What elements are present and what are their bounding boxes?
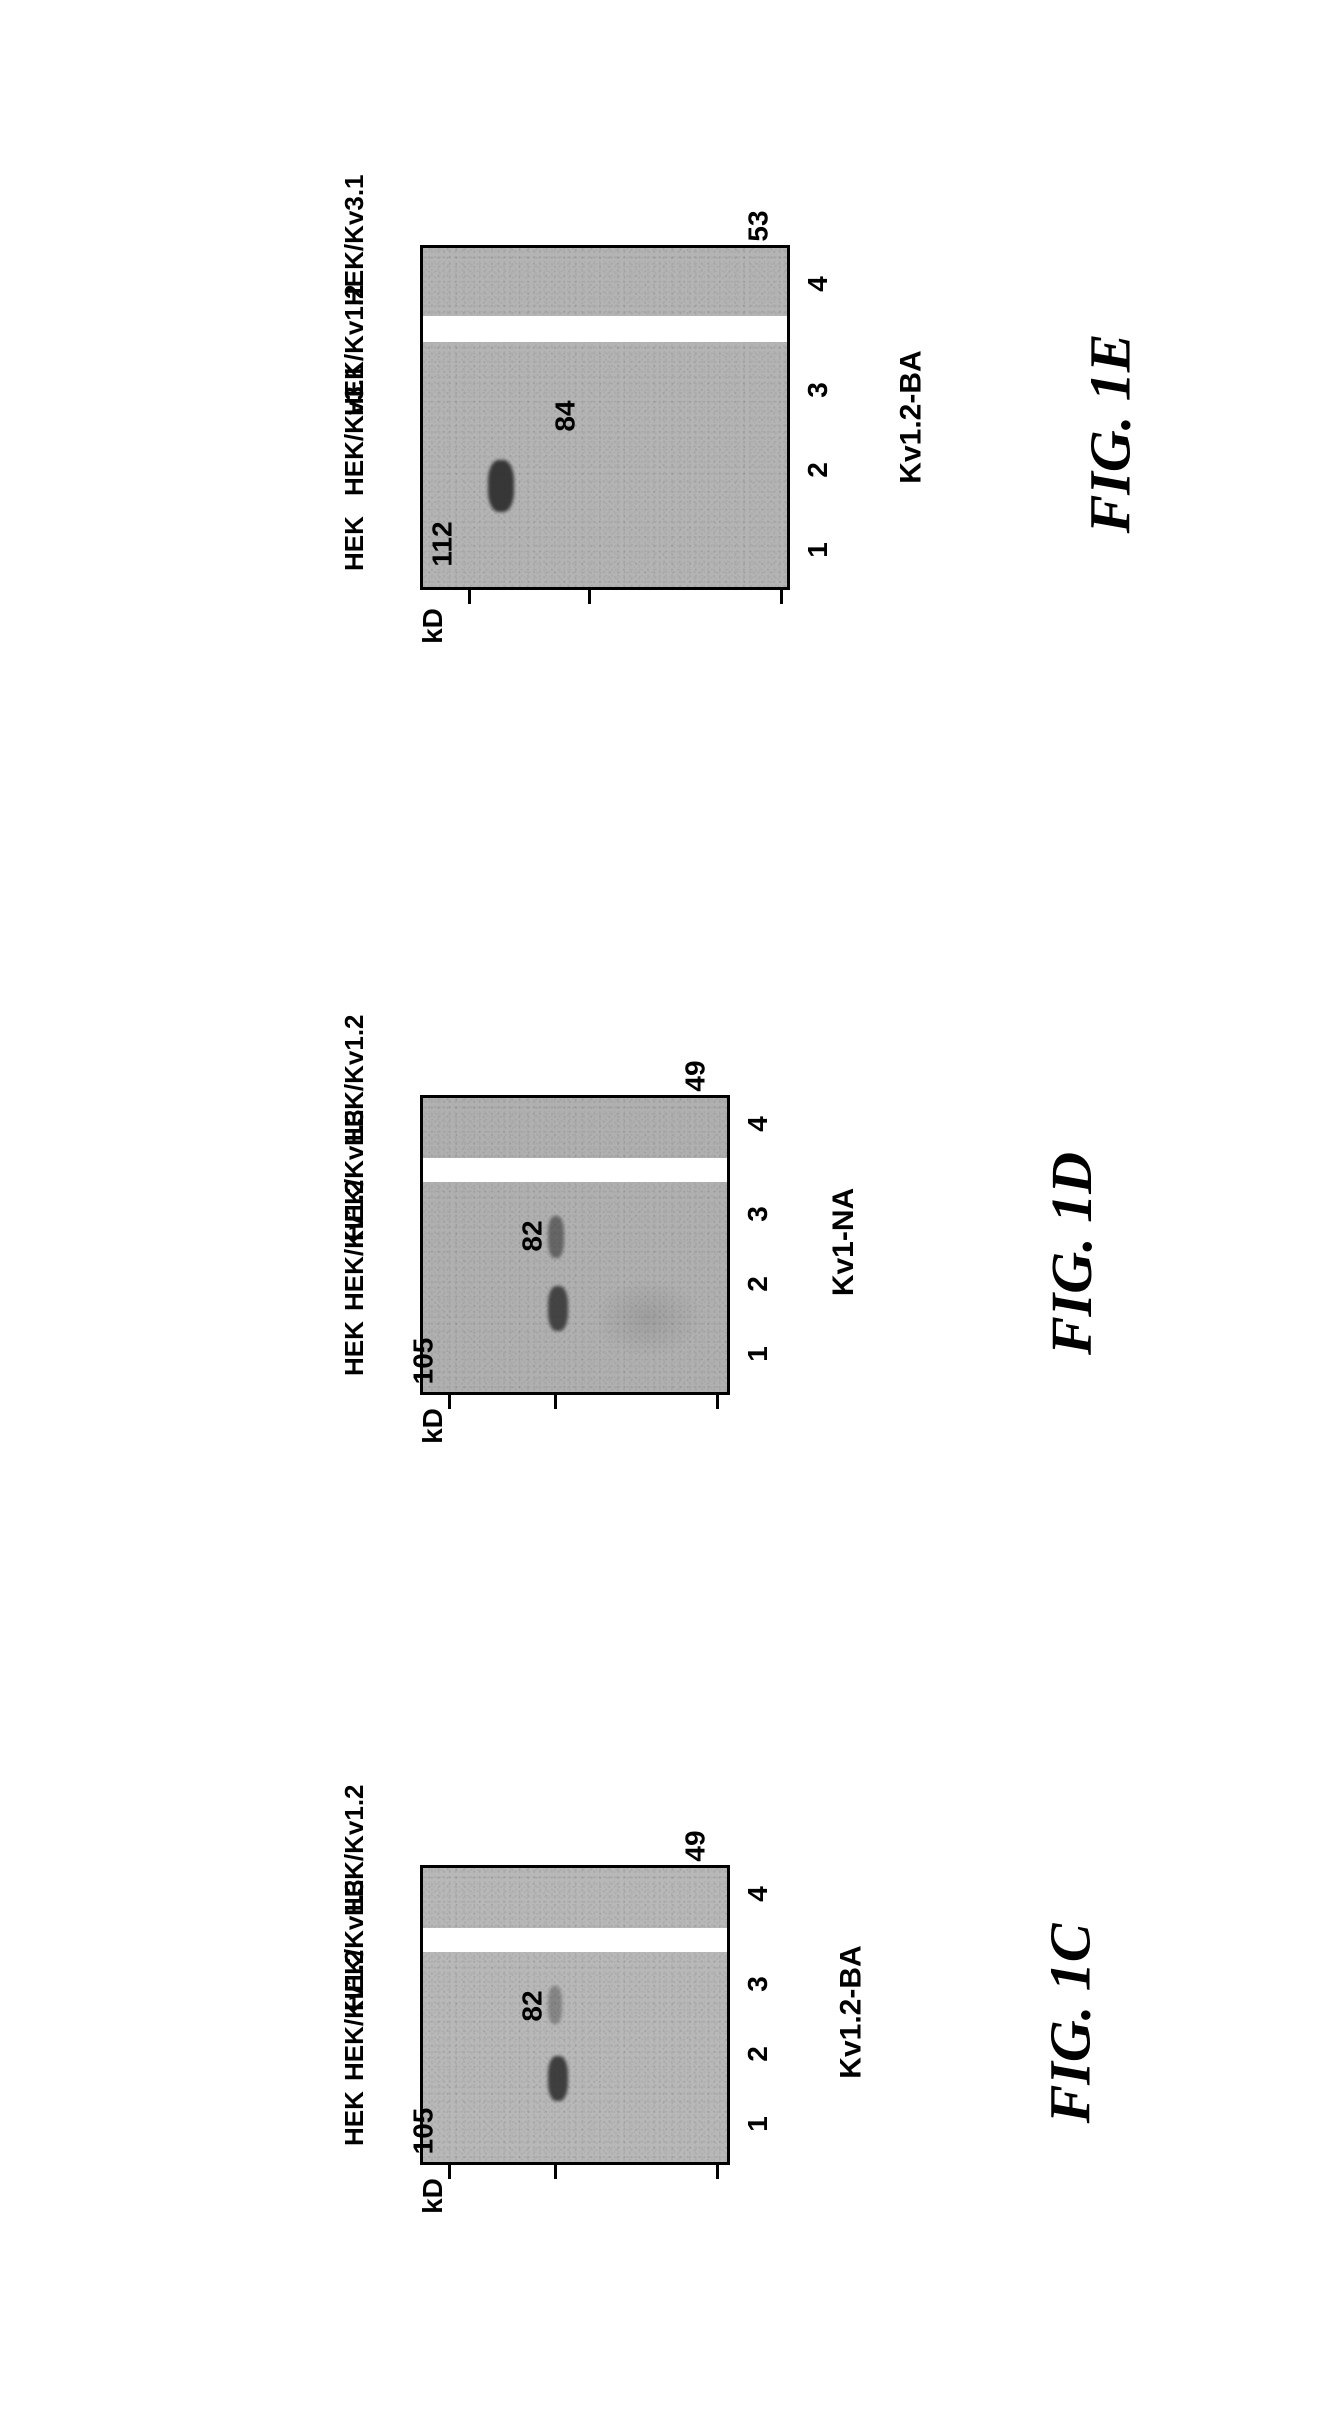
kd-header-c: kD xyxy=(417,2178,449,2214)
kd-c-82: 82 xyxy=(517,1990,549,2021)
kd-d-105: 105 xyxy=(407,1338,439,1385)
probe-e: Kv1.2-BA xyxy=(895,350,929,483)
panel-e: kD 112 84 53 HEK HEK/Kv3.1 HEK/Kv1.2 HEK… xyxy=(0,110,1319,870)
kd-header-d: kD xyxy=(417,1408,449,1444)
gel-d-box xyxy=(420,1095,730,1395)
gel-d xyxy=(420,1095,730,1395)
kd-d-105-tick xyxy=(448,1395,451,1409)
kd-c-105: 105 xyxy=(407,2108,439,2155)
panel-c: kD 105 82 49 HEK HEK/Kv1.2 HEK/Kv1.3 HEK… xyxy=(0,1720,1319,2420)
gel-c-box xyxy=(420,1865,730,2165)
lane-d-1-label: HEK xyxy=(339,1321,370,1376)
panel-d: kD 105 82 49 HEK HEK/Kv1.2 HEK/Kv1.3 HEK… xyxy=(0,950,1319,1650)
kd-c-82-tick xyxy=(554,2165,557,2179)
lane-c-2-num: 2 xyxy=(742,2046,774,2062)
kd-d-49-tick xyxy=(716,1395,719,1409)
gel-c-noise xyxy=(423,1868,727,2162)
kd-e-53-tick xyxy=(780,590,783,604)
gel-c xyxy=(420,1865,730,2165)
gel-c-band-lane3 xyxy=(548,1986,562,2024)
gel-d-band-lane2 xyxy=(548,1286,568,1331)
gel-d-smudge xyxy=(593,1278,703,1358)
kd-e-112: 112 xyxy=(427,521,459,566)
gel-d-gap xyxy=(423,1158,727,1182)
lane-e-2-num: 2 xyxy=(802,462,834,478)
lane-c-1-label: HEK xyxy=(339,2091,370,2146)
lane-d-2-num: 2 xyxy=(742,1276,774,1292)
lane-e-4-num: 4 xyxy=(802,276,834,292)
gel-e-gap xyxy=(423,316,787,342)
fig-label-d: FIG. 1D xyxy=(1038,1152,1105,1355)
kd-d-82: 82 xyxy=(517,1220,549,1251)
probe-d: Kv1-NA xyxy=(827,1188,861,1296)
kd-e-84: 84 xyxy=(550,400,582,431)
kd-e-112-tick xyxy=(468,590,471,604)
gel-e-band-lane2 xyxy=(488,460,514,512)
gel-e xyxy=(420,245,790,590)
gel-d-band-lane3 xyxy=(548,1216,564,1258)
lane-c-3-num: 3 xyxy=(742,1976,774,1992)
kd-c-49-tick xyxy=(716,2165,719,2179)
kd-e-53: 53 xyxy=(743,210,775,241)
lane-c-4-num: 4 xyxy=(742,1886,774,1902)
lane-d-3-num: 3 xyxy=(742,1206,774,1222)
lane-e-1-num: 1 xyxy=(802,542,834,558)
lane-c-1-num: 1 xyxy=(742,2116,774,2132)
gel-c-gap xyxy=(423,1928,727,1952)
gel-e-noise xyxy=(423,248,787,587)
lane-d-4-num: 4 xyxy=(742,1116,774,1132)
lane-c-4-label: HEK/Kv1.2 xyxy=(339,1785,370,1917)
lane-d-4-label: HEK/Kv1.2 xyxy=(339,1015,370,1147)
kd-header-e: kD xyxy=(417,608,449,644)
kd-c-49: 49 xyxy=(680,1830,712,1861)
kd-d-49: 49 xyxy=(680,1060,712,1091)
fig-label-e: FIG. 1E xyxy=(1076,334,1143,534)
kd-c-105-tick xyxy=(448,2165,451,2179)
kd-d-82-tick xyxy=(554,1395,557,1409)
gel-c-band-lane2 xyxy=(548,2056,568,2101)
kd-e-84-tick xyxy=(588,590,591,604)
lane-e-3-num: 3 xyxy=(802,382,834,398)
fig-label-c: FIG. 1C xyxy=(1036,1924,1103,2124)
lane-e-4-label: HEK/Kv3.1 xyxy=(339,175,370,307)
lane-d-1-num: 1 xyxy=(742,1346,774,1362)
probe-c: Kv1.2-BA xyxy=(835,1945,869,2078)
lane-e-1-label: HEK xyxy=(339,516,370,571)
gel-e-box xyxy=(420,245,790,590)
